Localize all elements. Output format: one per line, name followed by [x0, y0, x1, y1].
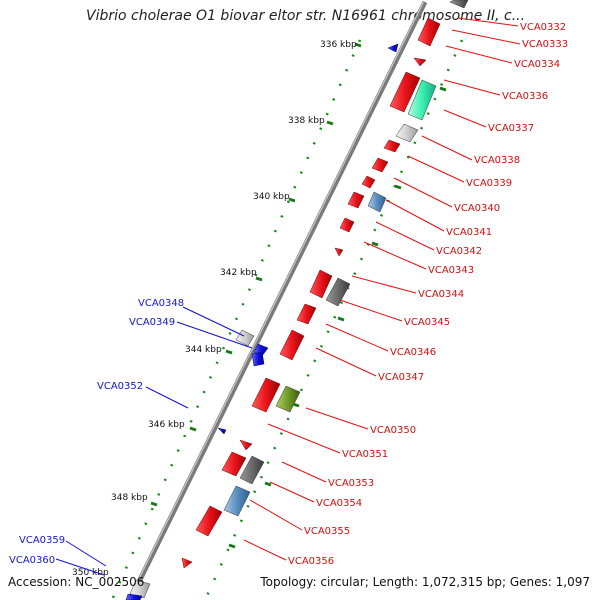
gene-label[interactable]: VCA0350	[370, 425, 416, 436]
gene-label[interactable]: VCA0356	[288, 556, 334, 567]
gene-arrow[interactable]	[296, 303, 317, 325]
gene-label[interactable]: VCA0341	[446, 227, 492, 238]
tick-label: 344 kbp	[185, 345, 222, 355]
topology-info: Topology: circular; Length: 1,072,315 bp…	[260, 575, 590, 589]
tick-label: 340 kbp	[253, 192, 290, 202]
gene-block[interactable]	[367, 191, 387, 213]
tick-label: 348 kbp	[111, 493, 148, 503]
gene-label[interactable]: VCA0344	[418, 289, 464, 300]
gene-arrow[interactable]	[279, 329, 305, 361]
tick-mark	[326, 120, 334, 126]
gene-label[interactable]: VCA0337	[488, 123, 534, 134]
tick-mark	[228, 543, 236, 549]
tick-mark	[264, 481, 272, 487]
gene-label[interactable]: VCA0351	[342, 449, 388, 460]
gene-label[interactable]: VCA0348	[138, 298, 184, 309]
gene-arrow[interactable]	[347, 191, 365, 209]
gene-label[interactable]: VCA0345	[404, 317, 450, 328]
gene-arrow[interactable]	[383, 139, 401, 153]
reverse-genes	[125, 43, 399, 600]
gene-label[interactable]: VCA0343	[428, 265, 474, 276]
gene-arrow[interactable]	[371, 157, 389, 173]
inner-dotted-guide	[203, 39, 464, 600]
tick-mark	[439, 86, 447, 92]
gene-label[interactable]: VCA0354	[316, 498, 362, 509]
gene-arrow[interactable]	[181, 557, 193, 569]
gene-arrow[interactable]	[334, 247, 344, 257]
genome-backbone-highlight	[127, 1, 425, 600]
gene-arrow[interactable]	[251, 377, 281, 413]
gene-block[interactable]	[223, 485, 251, 517]
gene-label[interactable]: VCA0347	[378, 372, 424, 383]
gene-label[interactable]: VCA0338	[474, 155, 520, 166]
gene-label[interactable]: VCA0349	[129, 317, 175, 328]
tick-mark	[394, 184, 402, 190]
genome-backbone	[127, 0, 428, 600]
gene-block[interactable]	[449, 0, 469, 9]
tick-mark	[189, 426, 197, 432]
gene-label[interactable]: VCA0333	[522, 39, 568, 50]
gene-label[interactable]: VCA0346	[390, 347, 436, 358]
gene-label[interactable]: VCA0342	[436, 246, 482, 257]
gene-arrow[interactable]	[309, 269, 333, 299]
tick-mark	[255, 276, 263, 282]
gene-label[interactable]: VCA0332	[520, 22, 566, 33]
tick-mark	[288, 197, 296, 203]
gene-label[interactable]: VCA0339	[466, 178, 512, 189]
tick-mark	[371, 241, 379, 247]
tick-mark	[354, 42, 362, 48]
gene-arrow[interactable]	[389, 71, 421, 113]
gene-arrow[interactable]	[125, 593, 143, 600]
gene-label[interactable]: VCA0340	[454, 203, 500, 214]
gene-arrow[interactable]	[217, 427, 227, 435]
tick-label: 350 kbp	[72, 568, 109, 578]
tick-label: 346 kbp	[148, 420, 185, 430]
tick-mark	[225, 349, 233, 355]
gene-block[interactable]	[407, 79, 437, 121]
gene-arrow[interactable]	[413, 57, 427, 67]
right-connectors	[243, 17, 521, 561]
gene-arrow[interactable]	[239, 439, 253, 451]
gene-block[interactable]	[395, 123, 419, 143]
left-connectors	[55, 306, 253, 576]
gene-arrow[interactable]	[417, 17, 441, 47]
gene-arrow[interactable]	[195, 505, 223, 537]
gene-arrow[interactable]	[339, 217, 355, 233]
tick-label: 342 kbp	[220, 268, 257, 278]
gene-arrow[interactable]	[221, 451, 247, 477]
gene-arrow[interactable]	[251, 351, 265, 367]
gene-label[interactable]: VCA0336	[502, 91, 548, 102]
gene-arrow[interactable]	[361, 175, 376, 189]
gene-label[interactable]: VCA0334	[514, 59, 560, 70]
tick-marks	[150, 42, 447, 549]
gene-block[interactable]	[275, 385, 301, 413]
gene-arrow[interactable]	[387, 43, 399, 53]
gene-block[interactable]	[129, 579, 151, 599]
gene-block[interactable]	[239, 455, 265, 485]
tick-mark	[337, 316, 345, 322]
gene-label[interactable]: VCA0360	[9, 555, 55, 566]
gene-label[interactable]: VCA0352	[97, 381, 143, 392]
gene-label[interactable]: VCA0353	[328, 478, 374, 489]
gene-label[interactable]: VCA0355	[304, 526, 350, 537]
gene-block[interactable]	[325, 277, 351, 307]
forward-genes	[181, 17, 441, 569]
tick-label: 336 kbp	[320, 40, 357, 50]
tick-label: 338 kbp	[288, 116, 325, 126]
gene-label[interactable]: VCA0359	[19, 535, 65, 546]
tick-mark	[150, 501, 158, 507]
accession-info: Accession: NC_002506	[8, 575, 145, 589]
